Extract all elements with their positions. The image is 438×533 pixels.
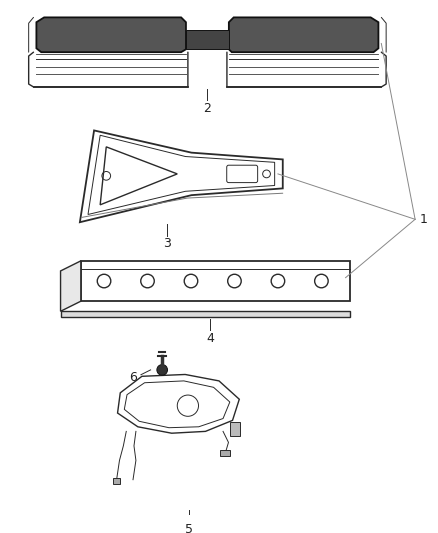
Text: 6: 6: [129, 371, 137, 384]
Polygon shape: [36, 18, 186, 52]
Polygon shape: [186, 30, 229, 49]
Circle shape: [157, 365, 167, 375]
Polygon shape: [60, 261, 81, 311]
Text: 5: 5: [185, 523, 193, 533]
Bar: [230, 422, 240, 435]
Polygon shape: [60, 311, 350, 317]
Text: 2: 2: [204, 102, 212, 115]
Bar: [220, 450, 230, 456]
Text: 3: 3: [163, 237, 171, 250]
Bar: [113, 478, 120, 483]
Text: 4: 4: [206, 332, 214, 345]
Polygon shape: [229, 18, 378, 52]
Text: 1: 1: [420, 213, 428, 226]
